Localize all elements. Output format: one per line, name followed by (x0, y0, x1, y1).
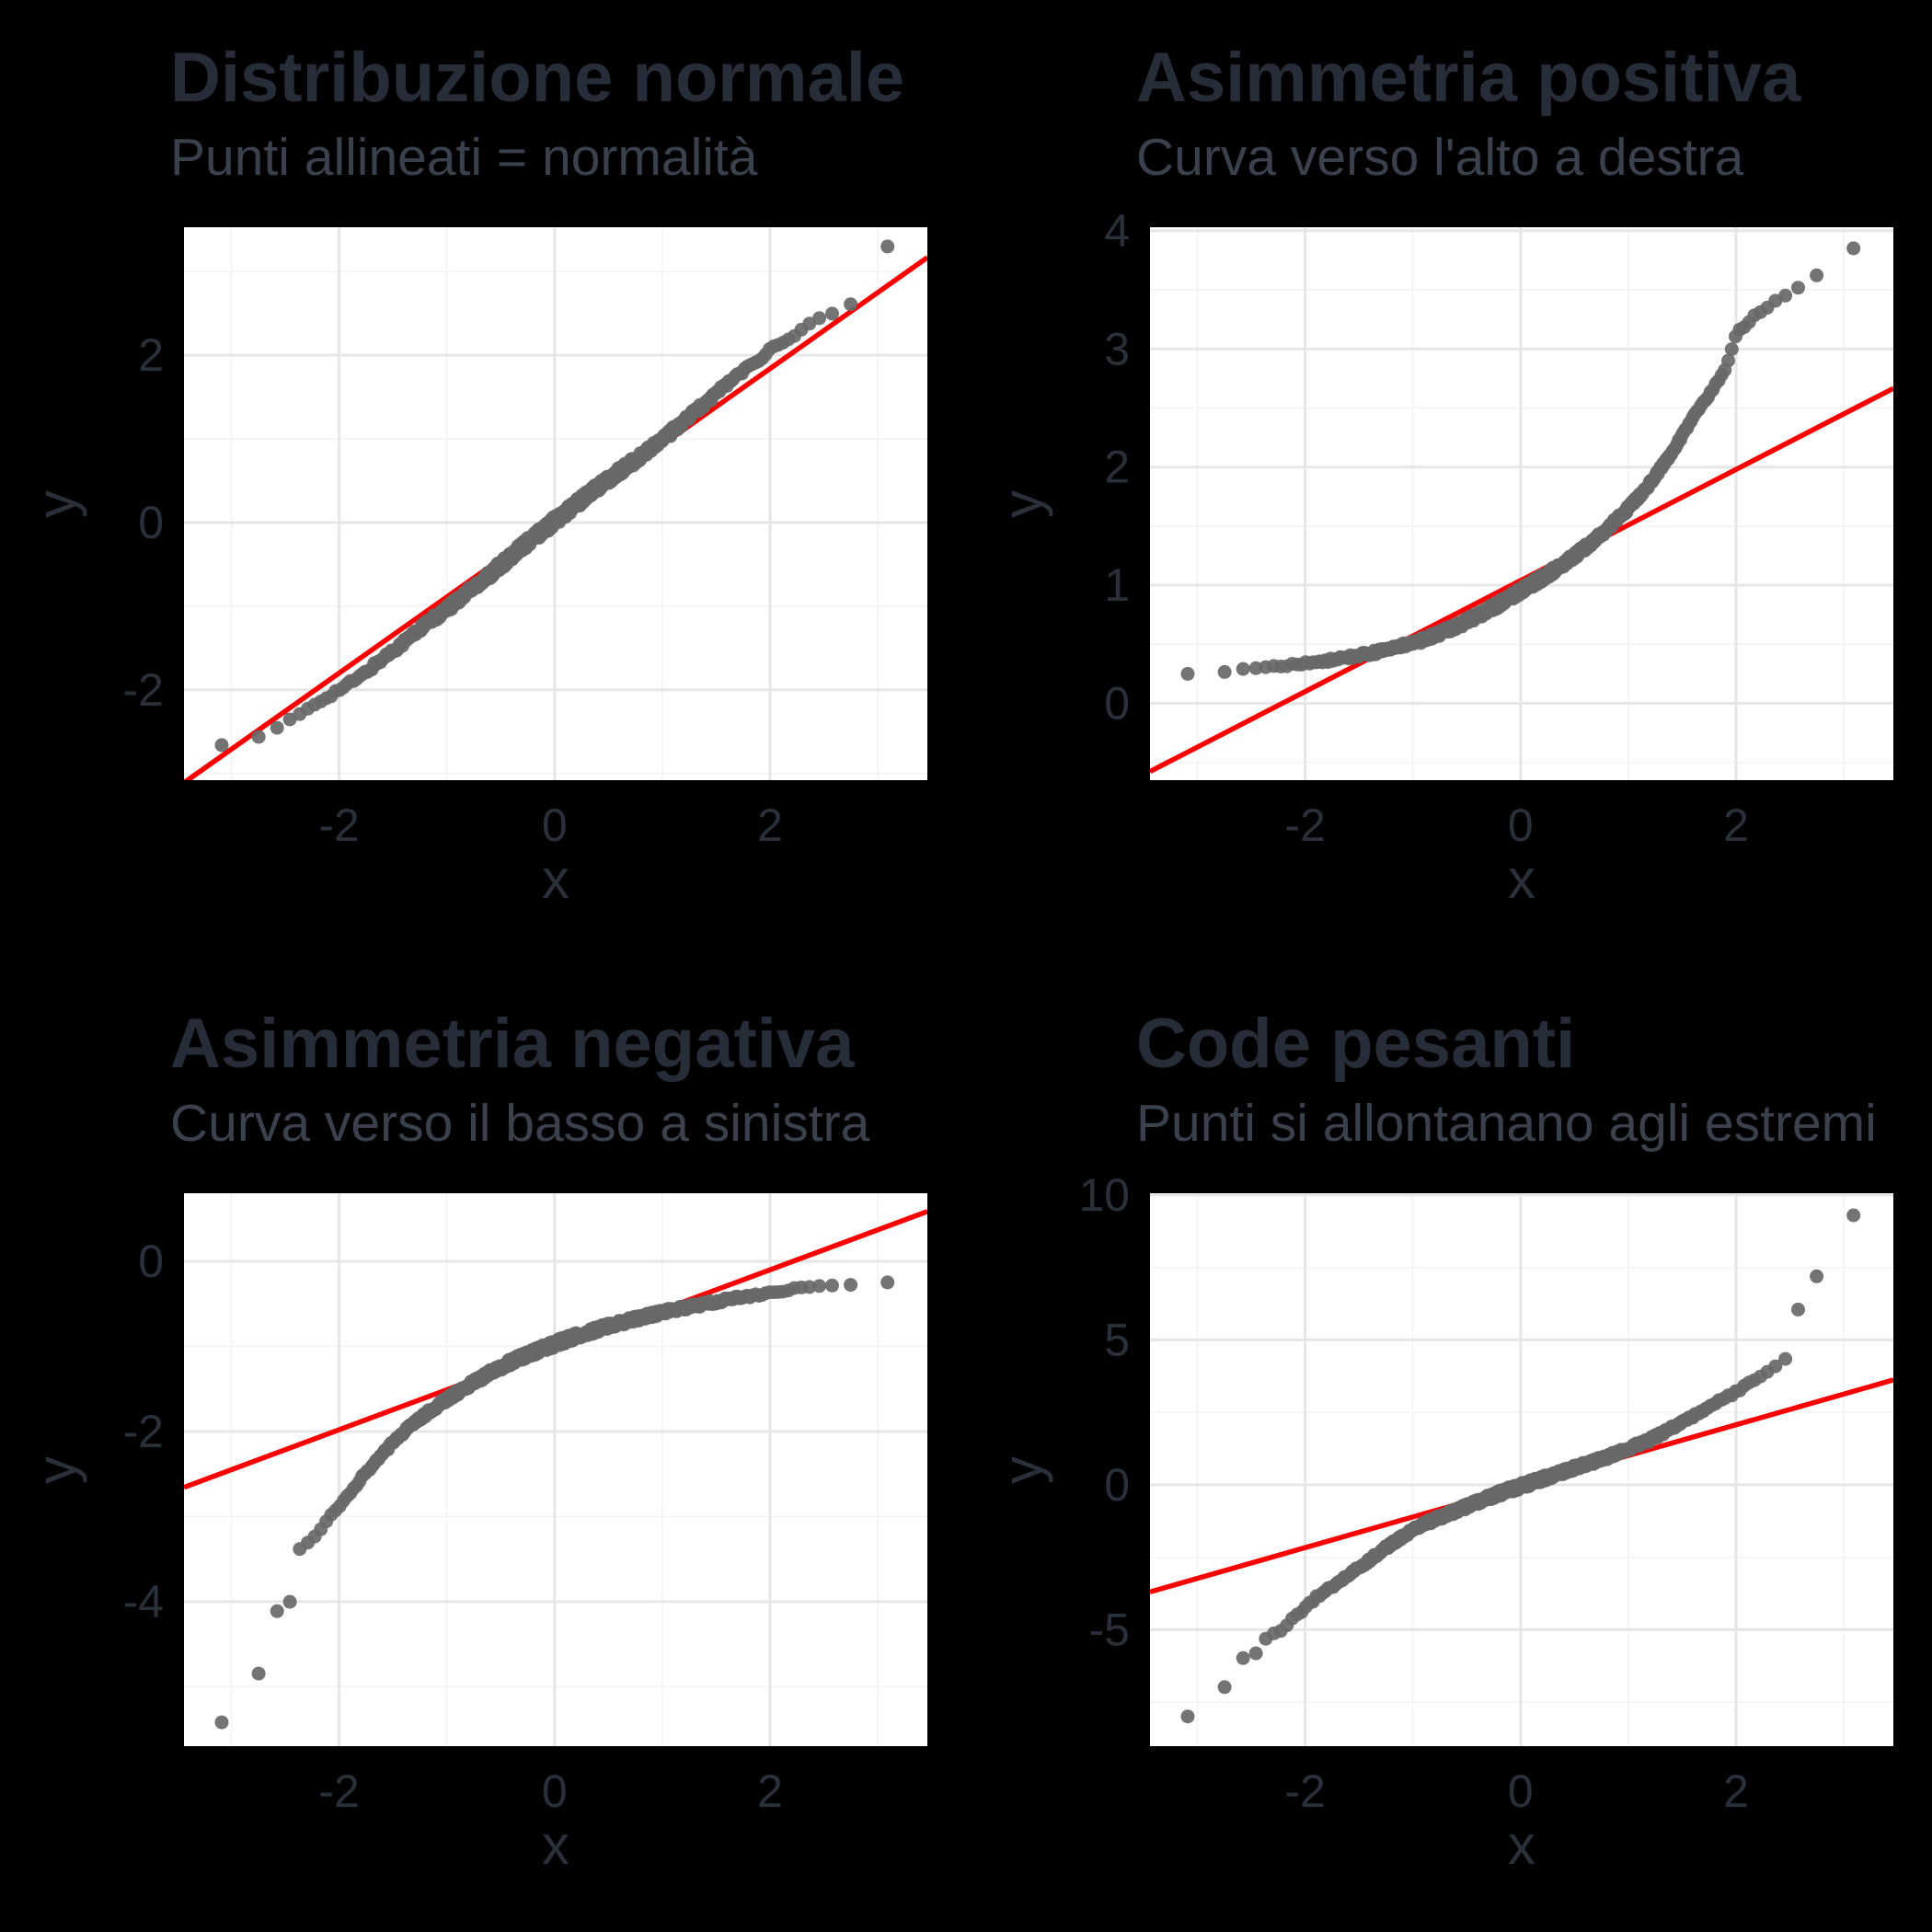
qq-panel-heavy-tails-svg: Code pesanti Punti si allontanano agli e… (992, 1005, 1893, 1876)
data-points (214, 239, 895, 753)
data-points (214, 1275, 895, 1730)
x-axis-title: x (1508, 848, 1535, 910)
y-tick-label: 3 (1104, 323, 1130, 374)
y-tick-label: 5 (1104, 1314, 1130, 1365)
x-tick-label: 0 (1508, 799, 1534, 851)
x-tick-label: 0 (542, 1765, 568, 1817)
x-tick-label: 0 (542, 799, 568, 851)
panel-content (1150, 227, 1893, 780)
y-tick-label: 0 (138, 497, 164, 548)
x-tick-label: 2 (1723, 1765, 1749, 1817)
x-tick-label: 2 (1723, 799, 1749, 851)
qq-panel-negative-skew: Asimmetria negativa Curva verso il basso… (0, 966, 966, 1932)
data-point (282, 1594, 297, 1609)
data-point (1778, 288, 1793, 303)
data-point (214, 1715, 229, 1730)
panel-content (1150, 1193, 1893, 1746)
data-points (1180, 241, 1861, 681)
data-point (844, 297, 858, 312)
y-tick-label: 4 (1104, 205, 1130, 257)
panel-title: Distribuzione normale (170, 39, 904, 117)
data-point (812, 311, 827, 326)
x-axis-title: x (542, 1814, 569, 1876)
data-point (1846, 1208, 1861, 1223)
y-axis-title: y (992, 1456, 1053, 1484)
data-point (1791, 281, 1805, 295)
qq-panel-heavy-tails: Code pesanti Punti si allontanano agli e… (966, 966, 1932, 1932)
data-point (1248, 1646, 1263, 1661)
x-tick-label: -2 (318, 799, 359, 851)
panel-subtitle: Curva verso l'alto a destra (1136, 128, 1744, 187)
x-tick-label: 2 (757, 1765, 783, 1817)
panel-title: Asimmetria negativa (170, 1005, 855, 1083)
qq-panel-normal-svg: Distribuzione normale Punti allineati = … (26, 39, 927, 910)
data-point (1236, 661, 1250, 676)
data-point (1810, 1269, 1824, 1283)
y-tick-label: 10 (1078, 1169, 1130, 1221)
y-tick-label: 1 (1104, 559, 1130, 611)
data-points (1180, 1208, 1861, 1724)
panel-subtitle: Punti allineati = normalità (170, 128, 758, 187)
data-point (1791, 1302, 1805, 1317)
qq-panel-negative-skew-svg: Asimmetria negativa Curva verso il basso… (26, 1005, 927, 1876)
y-tick-label: 2 (1104, 442, 1130, 493)
panel-subtitle: Curva verso il basso a sinistra (170, 1094, 870, 1153)
panel-subtitle: Punti si allontanano agli estremi (1136, 1094, 1877, 1153)
qq-panel-positive-skew: Asimmetria positiva Curva verso l'alto a… (966, 0, 1932, 966)
panel-content (184, 1193, 927, 1746)
y-tick-label: 0 (1104, 678, 1130, 730)
data-point (825, 306, 839, 321)
y-axis-title: y (992, 490, 1053, 518)
data-point (1236, 1650, 1250, 1665)
y-tick-label: 2 (138, 329, 164, 381)
data-point (1180, 1709, 1195, 1724)
y-tick-label: 0 (138, 1236, 164, 1287)
x-tick-label: -2 (1284, 799, 1325, 851)
data-point (1721, 353, 1735, 368)
qq-panel-normal: Distribuzione normale Punti allineati = … (0, 0, 966, 966)
y-axis-title: y (26, 490, 87, 518)
data-point (251, 1666, 266, 1681)
data-point (812, 1279, 827, 1294)
data-point (802, 1280, 817, 1294)
y-tick-label: -2 (123, 1406, 164, 1457)
data-point (270, 1604, 284, 1618)
y-tick-label: 0 (1104, 1459, 1130, 1511)
x-tick-label: 2 (757, 799, 783, 851)
panel-content (184, 227, 927, 780)
x-tick-label: 0 (1508, 1765, 1534, 1817)
x-tick-label: -2 (1284, 1765, 1325, 1817)
x-axis-title: x (1508, 1814, 1535, 1876)
y-tick-label: -4 (123, 1576, 164, 1627)
data-point (1810, 268, 1824, 282)
data-point (1180, 666, 1195, 681)
data-point (1768, 1359, 1783, 1374)
data-point (880, 239, 895, 254)
data-point (1846, 241, 1861, 256)
x-tick-label: -2 (318, 1765, 359, 1817)
data-point (1217, 1680, 1232, 1695)
panel-title: Code pesanti (1136, 1005, 1575, 1083)
data-point (1724, 342, 1739, 357)
data-point (1217, 664, 1232, 679)
y-tick-label: -5 (1089, 1604, 1130, 1655)
qq-panel-positive-skew-svg: Asimmetria positiva Curva verso l'alto a… (992, 39, 1893, 910)
data-point (844, 1278, 858, 1293)
y-tick-label: -2 (123, 664, 164, 716)
data-point (251, 730, 266, 744)
data-point (1778, 1351, 1793, 1366)
data-point (880, 1275, 895, 1290)
data-point (825, 1278, 839, 1293)
data-point (214, 738, 229, 753)
x-axis-title: x (542, 848, 569, 910)
y-axis-title: y (26, 1456, 87, 1484)
data-point (270, 720, 284, 735)
panel-title: Asimmetria positiva (1136, 39, 1801, 117)
